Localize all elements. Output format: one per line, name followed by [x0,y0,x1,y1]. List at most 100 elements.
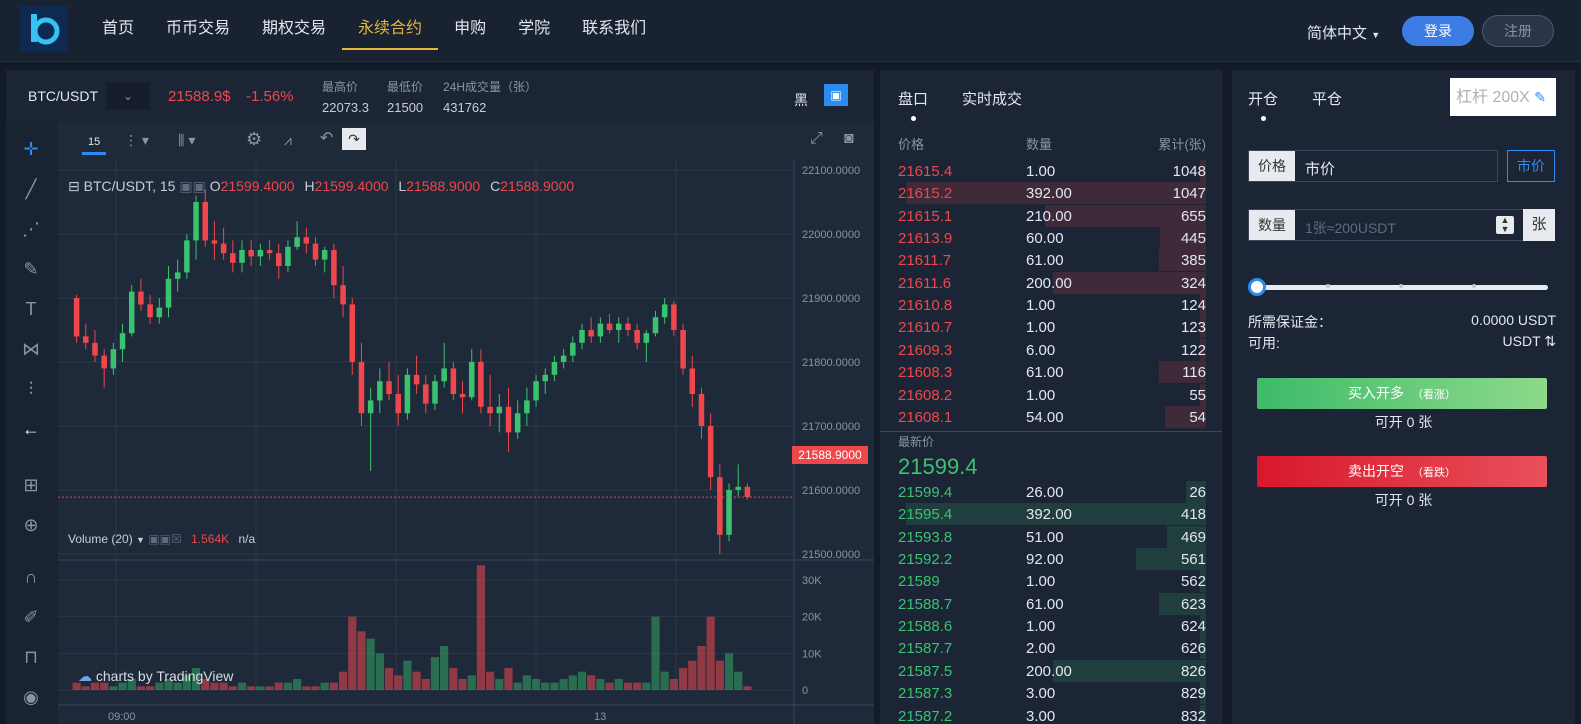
price-field[interactable]: 价格 市价 [1248,150,1498,182]
quantity-field[interactable]: 数量 1张≈200USDT [1248,209,1524,241]
bid-row[interactable]: 21589 1.00 562 [880,570,1222,593]
candle-body [211,240,218,244]
theme-toggle-icon[interactable]: ▣ [824,84,848,106]
trendline-icon[interactable]: ╱ [25,179,37,199]
tab-open-position[interactable]: 开仓 [1248,88,1278,121]
zoom-in-icon[interactable]: ⊕ [23,515,39,535]
ask-row[interactable]: 21613.9 60.00 445 [880,227,1222,250]
volume-indicator-label[interactable]: Volume (20) [68,532,133,546]
brush-icon[interactable]: ✎ [23,259,39,279]
bid-row[interactable]: 21587.3 3.00 829 [880,682,1222,705]
nav-home[interactable]: 首页 [102,20,135,37]
indicators-icon[interactable]: ⩘ [284,132,292,148]
ask-row[interactable]: 21608.1 54.00 54 [880,405,1222,428]
tab-orderbook[interactable]: 盘口 [898,88,928,121]
buy-available: 可开 0 张 [1374,414,1433,430]
ask-row[interactable]: 21609.3 6.00 122 [880,338,1222,361]
transfer-icon[interactable]: ⇅ [1544,333,1556,349]
buy-long-button[interactable]: 买入开多 （看涨） [1257,378,1547,409]
crosshair-icon[interactable]: ✛ [23,139,39,159]
text-icon[interactable]: T [25,299,37,319]
quantity-unit[interactable]: 张 [1523,209,1555,241]
ask-row[interactable]: 21611.7 61.00 385 [880,249,1222,272]
ask-row[interactable]: 21615.1 210.00 655 [880,204,1222,227]
volume-settings-icon[interactable]: ▣▣☒ [148,532,182,546]
volume-bar [320,682,329,690]
redo-icon[interactable]: ↷ [342,128,366,150]
candle-body [230,253,236,263]
ask-row[interactable]: 21611.6 200.00 324 [880,271,1222,294]
ask-depth-bar [1164,405,1206,428]
volume-bar [127,679,136,690]
measure-icon[interactable]: ⫶ [28,379,34,399]
nav-perpetual[interactable]: 永续合约 [342,0,439,50]
sell-short-button[interactable]: 卖出开空 （看跌） [1257,456,1547,487]
register-button[interactable]: 注册 [1482,15,1554,47]
cumulative-cell: 655 [1180,207,1206,225]
quantity-slider[interactable] [1256,284,1548,290]
slider-handle[interactable] [1248,278,1266,296]
buy-label: 买入开多 [1348,385,1404,401]
candle-type-icon[interactable]: ⫼ ▾ [178,132,196,148]
candlestick-chart[interactable]: 22100.0000 22000.0000 21900.0000 21800.0000… [58,160,874,724]
nav-spot[interactable]: 币币交易 [166,20,231,37]
bid-row[interactable]: 21588.6 1.00 624 [880,615,1222,638]
candle-body [404,374,411,414]
language-selector[interactable]: 简体中文 ▼ [1307,22,1380,43]
header-qty: 数量 [1026,137,1053,152]
collapse-icon[interactable]: ⊟ [68,178,80,194]
ask-row[interactable]: 21608.3 61.00 116 [880,361,1222,384]
volume-bar [182,675,191,690]
tab-close-position[interactable]: 平仓 [1312,91,1343,108]
nav-subscribe[interactable]: 申购 [454,20,487,37]
bid-depth-bar [1200,682,1206,705]
nav-academy[interactable]: 学院 [518,20,551,37]
bid-row[interactable]: 21593.8 51.00 469 [880,525,1222,548]
pattern-icon[interactable]: ⋈ [22,339,40,359]
magnet-icon[interactable]: ∩ [24,567,38,587]
ask-row[interactable]: 21615.2 392.00 1047 [880,182,1222,205]
settings-icon[interactable]: ⚙ [246,129,263,149]
candle-body [147,304,153,318]
bid-row[interactable]: 21587.5 200.00 826 [880,659,1222,682]
ask-row[interactable]: 21608.2 1.00 55 [880,383,1222,406]
ask-row[interactable]: 21610.8 1.00 124 [880,294,1222,317]
market-price-button[interactable]: 市价 [1507,150,1555,182]
camera-icon[interactable]: ◙ [844,130,854,147]
bid-row[interactable]: 21587.7 2.00 626 [880,637,1222,660]
candle-body [707,426,714,478]
bid-row[interactable]: 21592.2 92.00 561 [880,548,1222,571]
nav-options[interactable]: 期权交易 [262,20,327,37]
login-button[interactable]: 登录 [1402,16,1474,46]
lock-drawing-icon[interactable]: ✐ [23,607,39,627]
tradingview-badge[interactable]: ☁ charts by TradingView [78,668,233,685]
tab-trades[interactable]: 实时成交 [962,91,1023,108]
more-icon[interactable]: ⋮ ▾ [124,132,149,148]
volume-bar [467,675,476,690]
nav-contact[interactable]: 联系我们 [582,20,647,37]
eye-icon[interactable]: ◉ [23,687,39,707]
back-arrow-icon[interactable]: ← [22,419,40,439]
fullscreen-icon[interactable]: ⤢ [810,130,823,147]
bid-row[interactable]: 21595.4 392.00 418 [880,503,1222,526]
candle-body [579,330,585,343]
interval-selector[interactable]: 15 [82,136,107,155]
leverage-selector[interactable]: 杠杆 200X ✎ [1450,78,1556,116]
price-cell: 21610.8 [898,297,953,315]
undo-icon[interactable]: ↶ [320,130,334,147]
ruler-icon[interactable]: ⊞ [23,475,39,495]
ask-row[interactable]: 21610.7 1.00 123 [880,316,1222,339]
brand-logo[interactable] [20,6,68,52]
y-tick-label: 21500.0000 [802,549,860,561]
bid-row[interactable]: 21599.4 26.00 26 [880,481,1222,503]
caret-down-icon[interactable]: ▼ [136,535,145,545]
bid-row[interactable]: 21587.2 3.00 832 [880,704,1222,724]
unlock-icon[interactable]: ⊓ [23,647,39,667]
legend-settings-icon[interactable]: ▣▣ [179,178,206,194]
volume-bar [724,653,734,690]
quantity-stepper[interactable]: ▲ ▼ [1496,216,1514,234]
ask-row[interactable]: 21615.4 1.00 1048 [880,160,1222,182]
fib-icon[interactable]: ⋰ [22,219,40,239]
bid-row[interactable]: 21588.7 61.00 623 [880,592,1222,615]
symbol-dropdown[interactable]: ⌄ [106,82,150,110]
